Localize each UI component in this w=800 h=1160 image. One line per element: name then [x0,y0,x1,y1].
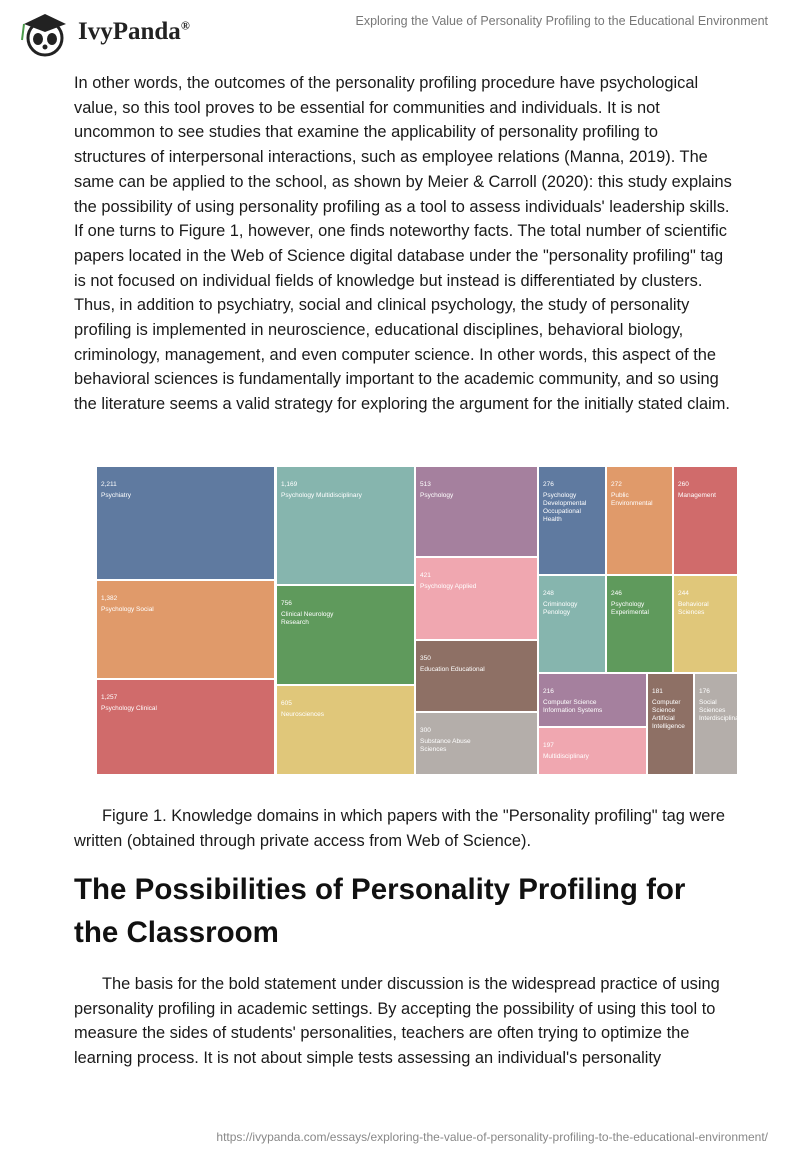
treemap-cell [673,575,738,673]
cell-value-label: 181 [652,688,663,695]
cell-value-label: 1,257 [101,694,118,701]
cell-name: Clinical Neurology [281,611,334,618]
cell-name: Research [281,619,309,626]
cell-name: Psychology Applied [420,583,477,590]
treemap-cell [606,575,673,673]
cell-name: Criminology [543,601,578,608]
treemap-cell [276,585,415,685]
cell-name: Psychiatry [101,492,132,499]
treemap-cell [538,727,647,775]
cell-value-label: 2,211 [101,481,117,488]
treemap-cell [96,466,275,580]
cell-name: Experimental [611,609,649,616]
cell-value-label: 300 [420,727,431,734]
treemap-cell [415,557,538,640]
treemap-cell [415,466,538,557]
treemap-cell [415,712,538,775]
cell-name: Health [543,516,562,523]
treemap-cell [606,466,673,575]
treemap-cell [647,673,694,775]
figure-caption: Figure 1. Knowledge domains in which pap… [74,807,725,850]
brand-mark: ® [180,18,190,33]
cell-name: Artificial [652,715,675,722]
cell-value-label: 1,382 [101,595,118,602]
cell-value-label: 176 [699,688,710,695]
cell-value-label: 1,169 [281,481,298,488]
cell-value-label: 350 [420,655,431,662]
cell-name: Education Educational [420,666,485,673]
brand[interactable]: IvyPanda® [78,18,190,46]
cell-name: Public [611,492,629,499]
treemap-cell [415,640,538,712]
cell-value-label: 421 [420,572,431,579]
cell-value-label: 276 [543,481,554,488]
paragraph: In other words, the outcomes of the pers… [74,74,732,414]
cell-name: Behavioral [678,601,709,608]
cell-name: Psychology [420,492,454,499]
treemap-cell [96,679,275,775]
cell-name: Computer Science [543,699,597,706]
treemap-cell [673,466,738,575]
cell-name: Substance Abuse [420,738,471,745]
treemap: 2,211 Psychiatry 1,382 Psychology Social 1,2… [96,466,738,775]
treemap-cell [276,466,415,585]
cell-value-label: 246 [611,590,622,597]
treemap-cell [538,575,606,673]
cell-value-label: 197 [543,742,554,749]
brand-name[interactable]: IvyPanda [78,18,181,45]
cell-name: Sciences [699,707,726,714]
cell-name: Psychology [611,601,645,608]
cell-value-label: 756 [281,600,292,607]
footer-url[interactable]: https://ivypanda.com/essays/exploring-th… [216,1130,768,1144]
cell-name: Occupational [543,508,581,515]
treemap-cell [276,685,415,775]
treemap-cell [538,673,647,727]
logo [21,14,66,57]
cell-name: Penology [543,609,571,616]
cell-value-label: 605 [281,700,292,707]
cell-name: Psychology Clinical [101,705,158,712]
cell-name: Multidisciplinary [543,753,590,760]
cell-name: Management [678,492,716,499]
cell-name: Psychology Social [101,606,154,613]
cell-name: Neurosciences [281,711,325,718]
doc-title: Exploring the Value of Personality Profi… [355,14,768,28]
cell-value-label: 216 [543,688,554,695]
cell-name: Social [699,699,717,706]
cell-value-label: 260 [678,481,689,488]
treemap-cell [538,466,606,575]
section-heading: The Possibilities of Personality Profili… [74,873,686,949]
cell-name: Environmental [611,500,653,507]
cell-value-label: 272 [611,481,622,488]
cell-name: Computer [652,699,681,706]
cell-value-label: 513 [420,481,431,488]
treemap-cell [694,673,738,775]
cell-value-label: 244 [678,590,689,597]
cell-name: Intelligence [652,723,685,730]
cell-name: Sciences [420,746,447,753]
treemap-cell [96,580,275,679]
paragraph: The basis for the bold statement under d… [74,975,720,1068]
cell-name: Science [652,707,676,714]
cell-name: Information Systems [543,707,603,714]
cell-name: Interdisciplinary [699,715,738,722]
cell-name: Psychology [543,492,577,499]
cell-name: Sciences [678,609,705,616]
cell-value-label: 248 [543,590,554,597]
cell-name: Developmental [543,500,587,507]
cell-name: Psychology Multidisciplinary [281,492,363,499]
